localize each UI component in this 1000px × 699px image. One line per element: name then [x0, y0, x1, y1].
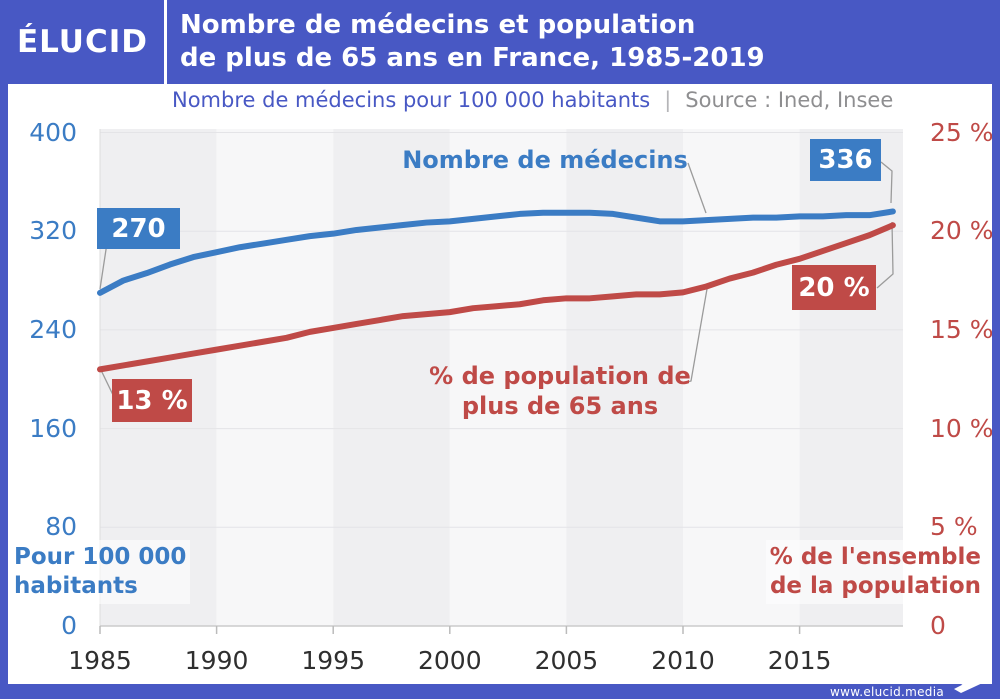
subtitle-measure: Nombre de médecins pour 100 000 habitant… [172, 88, 651, 112]
x-tick-label-2005: 2005 [534, 646, 599, 675]
y-right-tick-15: 15 % [930, 314, 994, 344]
series-label-medecins: Nombre de médecins [402, 146, 688, 174]
right-axis-caption-line2: de la population [769, 573, 981, 599]
y-right-tick-20: 20 % [930, 216, 994, 246]
header: ÉLUCID Nombre de médecins et population … [0, 0, 1000, 84]
footer-url: www.elucid.media [829, 685, 944, 699]
x-tick-label-1990: 1990 [184, 646, 249, 675]
y-right-tick-25: 25 % [930, 117, 994, 147]
series-label-population-line2: plus de 65 ans [461, 392, 659, 420]
subtitle-row: Nombre de médecins pour 100 000 habitant… [172, 87, 893, 113]
callout-medecins-1985: 270 [97, 208, 180, 249]
y-right-tick-0: 0 [930, 611, 946, 640]
x-tick-label-1995: 1995 [301, 646, 365, 675]
x-tick-label-2010: 2010 [651, 646, 715, 675]
left-axis-caption-line1: Pour 100 000 [14, 544, 187, 570]
y-left-tick-320: 320 [29, 216, 77, 246]
left-axis-caption-line2: habitants [14, 573, 138, 599]
left-border [0, 84, 8, 684]
right-axis-caption: % de l'ensemble de la population [765, 540, 985, 604]
callout-population-2019: 20 % [792, 265, 876, 310]
y-left-tick-240: 240 [29, 314, 77, 344]
y-right-tick-5: 5 % [930, 512, 978, 542]
title-line-1: Nombre de médecins et population [180, 10, 696, 40]
x-tick-label-2000: 2000 [417, 646, 482, 675]
footer-bar: www.elucid.media [0, 684, 1000, 699]
callout-connector-3 [876, 221, 894, 289]
callout-connector-0 [99, 242, 108, 290]
elucid-flag-icon [954, 660, 989, 693]
callout-population-1985: 13 % [112, 379, 192, 422]
y-left-tick-400: 400 [29, 117, 77, 147]
title-line-2: de plus de 65 ans en France, 1985-2019 [180, 43, 765, 73]
background-band-1990 [216, 129, 334, 626]
left-axis-caption: Pour 100 000 habitants [10, 540, 191, 604]
y-left-tick-80: 80 [45, 512, 77, 542]
x-tick-label-2015: 2015 [767, 646, 832, 675]
right-axis-caption-line1: % de l'ensemble [769, 544, 981, 570]
subtitle-source: Source : Ined, Insee [685, 88, 894, 112]
series-label-population: % de population de plus de 65 ans [410, 361, 710, 421]
x-tick-label-1985: 1985 [68, 646, 132, 675]
callout-connector-2 [880, 161, 893, 204]
right-border [992, 84, 1000, 684]
series-line-population [97, 222, 896, 373]
chart-title: Nombre de médecins et population de plus… [180, 9, 765, 75]
elucid-logo: ÉLUCID [16, 24, 148, 60]
callout-medecins-2019: 336 [810, 139, 881, 181]
header-divider [164, 0, 167, 84]
y-left-tick-0: 0 [61, 611, 77, 640]
y-right-tick-10: 10 % [930, 413, 994, 443]
series-label-population-line1: % de population de [429, 362, 691, 390]
series-line-medecins [97, 208, 896, 296]
y-left-tick-160: 160 [29, 413, 77, 443]
subtitle-separator: | [664, 88, 672, 112]
